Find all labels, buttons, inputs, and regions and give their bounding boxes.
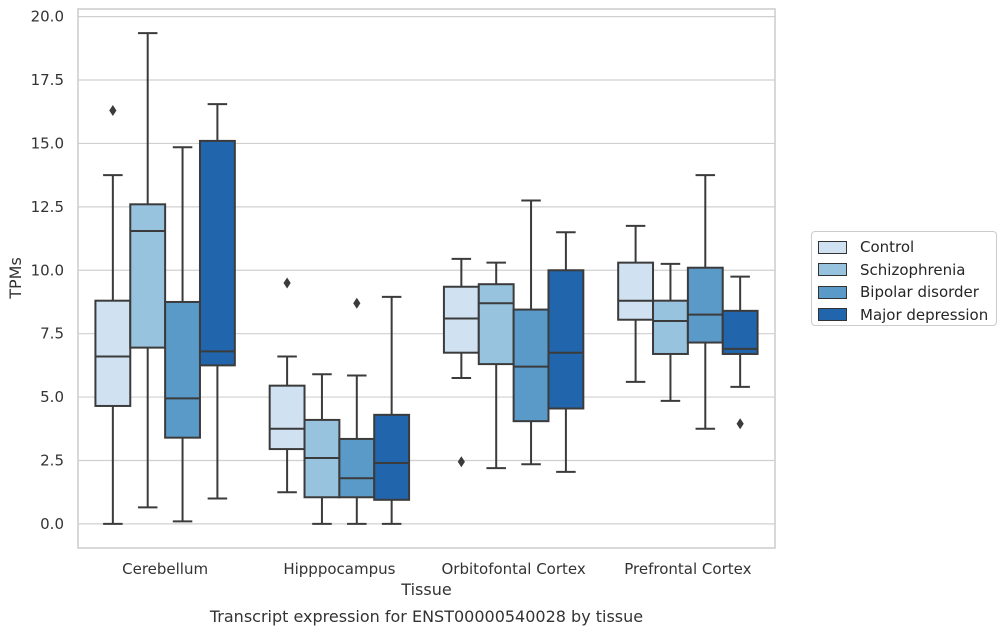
y-tick-label: 7.5 <box>40 325 64 343</box>
legend-swatch <box>818 263 847 277</box>
x-tick-label: Cerebellum <box>122 560 208 578</box>
legend-label: Bipolar disorder <box>860 283 979 302</box>
y-tick-label: 15.0 <box>31 134 64 152</box>
box-iqr <box>268 384 306 451</box>
box-iqr <box>477 283 515 366</box>
outlier-point <box>109 104 117 116</box>
legend-swatch <box>818 285 847 299</box>
outlier-point <box>353 297 361 309</box>
x-tick-labels: Cerebellum Hipppocampus Orbitofontal Corte… <box>122 560 751 578</box>
legend-label: Schizophrenia <box>860 260 966 279</box>
outlier-point <box>283 277 291 289</box>
box-0-3 <box>198 103 236 500</box>
plot-frame <box>77 8 776 549</box>
box-0-2 <box>164 146 201 523</box>
legend-swatch <box>818 240 847 254</box>
box-3-3 <box>721 275 759 430</box>
legend-label: Major depression <box>860 305 989 324</box>
box-2-0 <box>442 257 480 468</box>
box-iqr <box>164 300 201 439</box>
y-tick-label: 20.0 <box>31 8 64 26</box>
y-tick-label: 5.0 <box>40 388 64 406</box>
box-iqr <box>721 309 759 355</box>
y-axis-label: TPMs <box>6 257 25 300</box>
box-2-3 <box>547 231 585 473</box>
legend-item: Bipolar disorder <box>818 281 996 304</box>
box-iqr <box>94 299 132 407</box>
box-iqr <box>547 269 585 410</box>
legend-label: Control <box>860 238 915 257</box>
box-iqr <box>338 437 376 499</box>
y-tick-label: 0.0 <box>40 515 64 533</box>
x-axis-label: Tissue <box>400 580 451 599</box>
box-3-0 <box>617 224 655 383</box>
box-iqr <box>442 285 480 354</box>
box-2-1 <box>477 261 515 470</box>
box-1-3 <box>373 295 411 525</box>
legend-swatch <box>818 308 847 322</box>
box-1-1 <box>303 373 341 525</box>
box-1-0 <box>268 277 306 494</box>
box-iqr <box>373 413 411 501</box>
box-iqr <box>198 139 236 367</box>
boxes-layer <box>94 32 759 525</box>
y-tick-label: 17.5 <box>31 71 64 89</box>
outlier-point <box>457 456 465 468</box>
x-tick-label: Prefrontal Cortex <box>624 560 751 578</box>
box-3-2 <box>686 174 724 430</box>
box-iqr <box>617 261 655 321</box>
y-tick-label: 10.0 <box>31 261 64 279</box>
y-tick-label: 2.5 <box>40 451 64 469</box>
legend-item: Schizophrenia <box>818 259 996 282</box>
outlier-point <box>736 418 744 430</box>
box-iqr <box>512 308 550 423</box>
box-2-2 <box>512 199 550 466</box>
y-tick-labels: 0.0 2.5 5.0 7.5 10.0 12.5 15.0 17.5 20.0 <box>31 8 64 533</box>
chart-title: Transcript expression for ENST0000054002… <box>209 607 643 626</box>
box-3-1 <box>652 262 689 402</box>
box-0-0 <box>94 104 132 525</box>
x-tick-label: Orbitofontal Cortex <box>442 560 586 578</box>
y-tick-label: 12.5 <box>31 198 64 216</box>
legend: Control Schizophrenia Bipolar disorder Majo… <box>811 231 997 326</box>
legend-item: Major depression <box>818 304 996 327</box>
box-1-2 <box>338 297 376 525</box>
x-tick-label: Hipppocampus <box>283 560 395 578</box>
box-iqr <box>129 203 167 349</box>
box-iqr <box>686 266 724 344</box>
box-iqr <box>652 299 689 355</box>
box-0-1 <box>129 32 167 509</box>
legend-item: Control <box>818 236 996 259</box>
